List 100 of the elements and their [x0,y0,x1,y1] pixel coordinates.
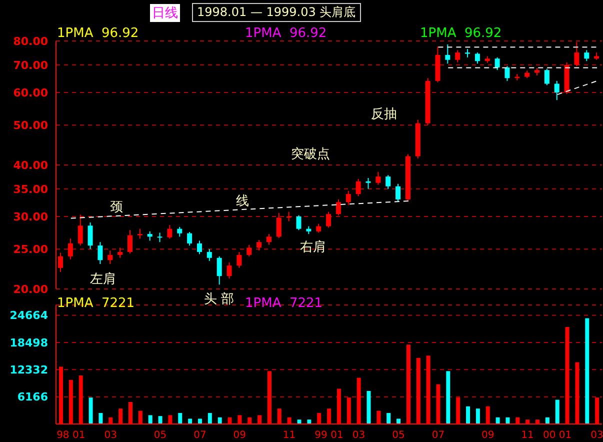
chart-subtitle: 1998.01 — 1999.03 头肩底 [192,3,361,22]
bar [297,420,302,424]
candlestick [326,211,332,228]
y-tick-label: 30.00 [13,210,48,224]
bar [555,400,560,424]
candlestick [554,80,560,101]
candlestick [296,214,302,231]
bar [148,415,152,424]
candlestick [246,244,252,257]
candlestick [127,230,132,254]
x-tick-label: 05 [154,430,167,442]
bar [585,318,590,424]
candlestick [276,212,282,238]
candlestick [366,177,371,190]
y-tick-label: 18498 [10,336,48,350]
candlestick [216,256,222,286]
candlestick [137,228,142,240]
candlestick [236,251,242,268]
candlestick [336,198,341,216]
bar [158,416,162,424]
annotation: 1PMA 7221 [57,296,135,311]
bar [466,406,470,424]
candlestick [455,50,460,63]
candlestick [177,226,182,238]
x-tick-label: 98 01 [56,430,86,442]
bar [307,420,312,424]
x-tick-label: 00 01 [543,430,572,442]
bar [396,418,401,424]
chart-title: 日线 [150,4,180,22]
bar [198,418,202,424]
candlestick [196,240,202,255]
x-tick-label: 03 [590,430,603,442]
annotation: 1PMA 7221 [245,296,323,311]
y-tick-label: 24664 [10,309,48,322]
candlestick [574,42,580,67]
y-tick-label: 60.00 [13,86,48,100]
candlestick [206,248,212,262]
candlestick [504,66,510,82]
y-tick-label: 80.00 [13,34,48,48]
candlestick [445,44,450,64]
text: 1PMA 96.92 [57,26,139,41]
bar [98,412,103,424]
x-tick-label: 07 [432,430,445,442]
bar [188,418,192,424]
annotation: 左肩 [90,272,116,287]
candlestick [346,190,351,206]
candlestick [266,233,272,246]
x-tick-label: 11 [282,430,296,442]
x-tick-label: 09 [233,430,246,442]
candlestick [68,238,73,260]
bar [366,390,371,424]
candlestick [187,232,192,246]
annotation: 颈 [110,200,123,215]
x-tick-label: 99 01 [314,430,344,442]
bar [88,398,93,424]
bar [218,417,222,424]
text: 1PMA 96.92 [245,26,327,41]
candlestick [396,183,401,202]
candlestick [356,178,361,197]
x-tick-label: 05 [392,430,405,442]
bar [545,417,550,424]
bar [446,371,450,424]
text: 1PMA 96.92 [420,26,502,41]
candlestick [78,214,83,246]
candlestick [494,56,500,71]
candlestick [386,174,391,190]
bar [208,412,212,424]
x-tick-label: 07 [194,430,206,442]
bar [476,408,480,424]
bar [506,417,510,424]
bar [178,412,182,424]
candlestick [474,52,480,64]
annotation: 线 [236,194,249,209]
candlestick [167,224,172,240]
y-tick-label: 6166 [17,390,48,404]
y-tick-label: 20.00 [13,282,48,296]
candlestick [108,250,113,264]
y-tick-label: 12332 [10,364,48,377]
y-tick-label: 40.00 [13,158,48,172]
annotation: 反抽 [371,107,397,122]
x-tick-label: 09 [481,430,494,442]
x-tick-label: 03 [352,430,366,442]
candlestick [226,262,232,280]
candlestick [256,240,262,252]
candlestick [376,171,381,186]
candlestick [157,232,162,243]
candlestick [544,68,550,86]
x-tick-label: 11 [521,430,534,442]
y-tick-label: 70.00 [13,58,48,72]
annotation: 头 部 [204,292,234,307]
y-tick-label: 25.00 [13,242,48,256]
y-tick-label: 35.00 [13,182,48,196]
candlestick [118,247,123,258]
candlestick [147,230,152,242]
annotation: 突破点 [291,147,330,162]
bar [496,417,500,424]
candlestick [584,50,590,62]
candlestick [88,222,93,250]
annotation: 右肩 [300,240,326,255]
x-tick-label: 03 [104,430,117,442]
